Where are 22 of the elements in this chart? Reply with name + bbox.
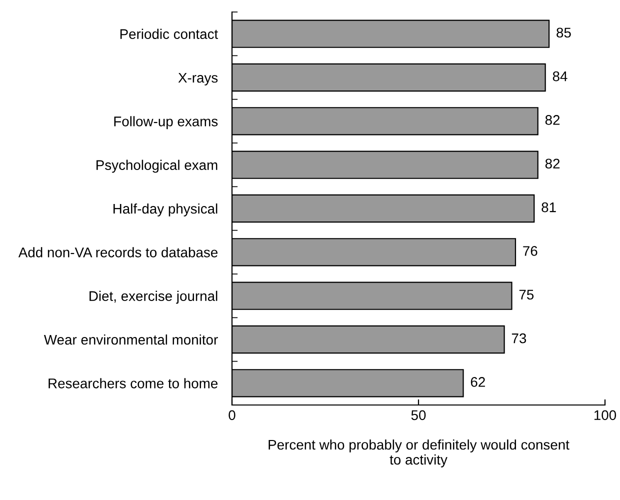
data-label: 81 — [542, 202, 556, 212]
data-label: 75 — [519, 290, 534, 300]
data-label: 76 — [523, 246, 538, 256]
x-axis-title: Percent who probably or definitely would consent to activity — [268, 439, 570, 468]
data-label: 62 — [470, 377, 485, 387]
x-tick-label: 0 — [228, 410, 236, 420]
data-label: 85 — [556, 28, 571, 38]
y-tick-label: Wear environmental monitor — [44, 334, 218, 345]
y-tick-label: Half-day physical — [114, 203, 218, 216]
y-tick-label: Psychological exam — [96, 160, 218, 173]
y-tick-label: X-rays — [178, 72, 218, 86]
y-tick-label: Follow-up exams — [114, 116, 218, 130]
data-label: 82 — [545, 158, 560, 169]
y-tick-label: Periodic contact — [120, 28, 218, 40]
data-label: 82 — [545, 115, 560, 125]
x-tick-label: 50 — [411, 410, 426, 420]
x-tick-label: 100 — [594, 410, 616, 420]
y-tick-label: Add non-VA records to database — [18, 247, 218, 258]
y-tick-label: Diet, exercise journal — [90, 290, 218, 304]
data-label: 84 — [552, 71, 568, 82]
y-tick-label: Researchers come to home — [48, 378, 218, 388]
data-label: 73 — [512, 333, 526, 344]
